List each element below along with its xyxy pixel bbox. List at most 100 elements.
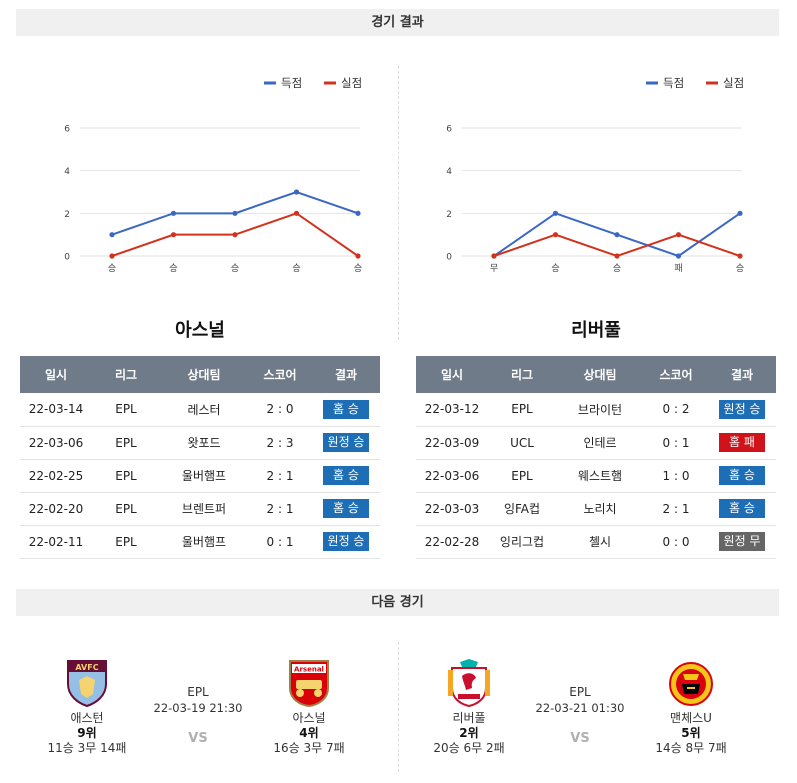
data-point-conceded	[491, 253, 497, 259]
result-badge: 홈 패	[719, 433, 765, 452]
cell-opponent: 웨스트햄	[556, 459, 644, 493]
next-away-club: Arsenal 아스널 4위 16승 3무 7패	[259, 658, 359, 756]
cell-opponent: 레스터	[160, 393, 248, 427]
data-point-conceded	[232, 232, 238, 238]
x-tick-label: 승	[169, 263, 177, 274]
data-point-scored	[552, 210, 559, 216]
liverpool-results-table: 일시 리그 상대팀 스코어 결과 22-03-12 EPL 브라이턴 0 : 2 원정 …	[416, 356, 776, 559]
next-section-header: 다음 경기	[16, 589, 779, 616]
table-row: 22-03-14 EPL 레스터 2 : 0 홈 승	[20, 393, 380, 427]
table-row: 22-03-06 EPL 웨스트햄 1 : 0 홈 승	[416, 459, 776, 493]
cell-league: EPL	[92, 459, 160, 493]
avfc-logo-text: AVFC	[75, 663, 98, 672]
data-point-conceded	[170, 232, 177, 238]
cell-league: EPL	[488, 459, 556, 493]
cell-result: 홈 승	[312, 393, 380, 427]
club-name: 리버풀	[452, 711, 486, 725]
club-record: 11승 3무 14패	[47, 741, 127, 755]
cell-date: 22-03-14	[20, 393, 92, 427]
cell-date: 22-03-12	[416, 393, 488, 427]
club-record: 16승 3무 7패	[273, 741, 345, 755]
cell-date: 22-03-06	[20, 426, 92, 460]
vs-label: VS	[188, 731, 208, 746]
next-match-datetime: 22-03-21 01:30	[535, 701, 625, 715]
cell-opponent: 첼시	[556, 525, 644, 559]
results-section-header: 경기 결과	[16, 9, 779, 36]
data-point-conceded	[552, 232, 559, 238]
vs-label: VS	[570, 731, 590, 746]
header-date: 일시	[20, 356, 92, 393]
result-badge: 홈 승	[719, 499, 765, 518]
cell-result: 원정 승	[312, 525, 380, 559]
club-record: 20승 6무 2패	[433, 741, 505, 755]
club-name: 아스널	[292, 711, 326, 725]
data-point-conceded	[355, 253, 361, 259]
result-badge: 홈 승	[323, 466, 369, 485]
table-row: 22-02-28 잉리그컵 첼시 0 : 0 원정 무	[416, 525, 776, 559]
header-date: 일시	[416, 356, 488, 393]
table-header-row: 일시 리그 상대팀 스코어 결과	[416, 356, 776, 393]
next-match-datetime: 22-03-19 21:30	[153, 701, 243, 715]
club-record: 14승 8무 7패	[655, 741, 727, 755]
cell-opponent: 브라이턴	[556, 393, 644, 427]
cell-result: 홈 승	[708, 459, 776, 493]
next-section-title: 다음 경기	[371, 595, 424, 610]
x-tick-label: 승	[292, 263, 300, 274]
next-away-club: 맨체스U 5위 14승 8무 7패	[641, 658, 741, 756]
result-badge: 원정 무	[719, 532, 765, 551]
cell-result: 원정 무	[708, 525, 776, 559]
table-row: 22-02-25 EPL 울버햄프 2 : 1 홈 승	[20, 459, 380, 493]
header-league: 리그	[488, 356, 556, 393]
cell-opponent: 울버햄프	[160, 525, 248, 559]
x-tick-label: 승	[231, 263, 239, 274]
data-point-conceded	[737, 253, 743, 259]
cell-result: 홈 승	[312, 459, 380, 493]
result-badge: 원정 승	[323, 532, 369, 551]
data-point-scored	[355, 210, 361, 216]
next-divider	[398, 642, 399, 772]
table-row: 22-02-11 EPL 울버햄프 0 : 1 원정 승	[20, 525, 380, 559]
header-score: 스코어	[248, 356, 312, 393]
data-point-scored	[675, 253, 682, 259]
result-badge: 홈 승	[323, 399, 369, 419]
header-opponent: 상대팀	[160, 356, 248, 393]
arsenal-form-chart: 득점 실점 0 2 4 6 승 승 승 승 승	[64, 76, 362, 274]
table-row: 22-02-20 EPL 브렌트퍼 2 : 1 홈 승	[20, 492, 380, 526]
cell-score: 2 : 1	[248, 492, 312, 526]
cell-result: 원정 승	[708, 393, 776, 427]
x-tick-label: 패	[674, 263, 682, 274]
data-point-conceded	[293, 210, 300, 216]
man-united-crest-icon	[669, 662, 713, 706]
legend-label-conceded: 실점	[341, 76, 362, 90]
cell-score: 0 : 1	[248, 525, 312, 559]
cell-opponent: 노리치	[556, 492, 644, 526]
arsenal-logo-text: Arsenal	[294, 666, 324, 674]
team-title-liverpool: 리버풀	[571, 320, 621, 341]
club-name: 애스턴	[70, 711, 104, 725]
cell-date: 22-03-09	[416, 426, 488, 460]
next-match-league: EPL	[569, 685, 591, 699]
cell-result: 원정 승	[312, 426, 380, 460]
x-tick-label: 승	[108, 263, 116, 274]
cell-opponent: 왓포드	[160, 426, 248, 460]
aston-villa-crest-icon: AVFC	[67, 660, 107, 708]
club-rank: 2위	[459, 726, 479, 740]
result-badge: 홈 승	[719, 466, 765, 485]
data-point-conceded	[675, 232, 682, 238]
next-home-club: AVFC 애스턴 9위 11승 3무 14패	[37, 658, 137, 756]
cell-league: EPL	[92, 492, 160, 526]
data-point-conceded	[614, 253, 620, 259]
cell-result: 홈 패	[708, 426, 776, 460]
cell-league: EPL	[92, 393, 160, 427]
y-tick-label: 6	[64, 125, 70, 135]
result-badge: 원정 승	[323, 433, 369, 452]
liverpool-crest-icon	[448, 659, 490, 708]
cell-opponent: 인테르	[556, 426, 644, 460]
cell-score: 1 : 0	[644, 459, 708, 493]
header-result: 결과	[312, 356, 380, 393]
data-point-scored	[293, 189, 300, 195]
cell-league: EPL	[488, 393, 556, 427]
y-tick-label: 2	[64, 210, 70, 220]
cell-score: 0 : 1	[644, 426, 708, 460]
